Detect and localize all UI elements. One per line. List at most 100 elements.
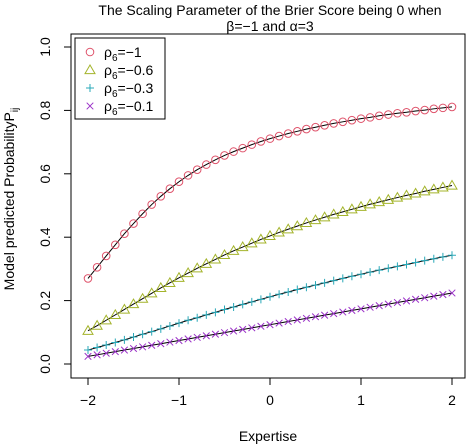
series-3-point <box>93 343 102 352</box>
y-tick-label: 0.0 <box>37 354 53 374</box>
legend-marker-4 <box>86 102 94 110</box>
series-3-point <box>338 274 347 283</box>
x-tick-label: 0 <box>266 392 274 408</box>
series-2-point <box>346 203 358 214</box>
legend-label-3: ρ6=−0.3 <box>104 80 154 100</box>
series-2-point <box>209 253 222 264</box>
legend-symbol: ρ <box>104 44 112 60</box>
series-2-point <box>245 237 258 248</box>
series-4-point <box>430 292 438 300</box>
series-2 <box>82 179 458 335</box>
y-tick-label: 0.2 <box>37 291 53 311</box>
series-2-point <box>446 179 458 190</box>
series-3-point <box>147 327 156 336</box>
series-4-point <box>129 344 138 353</box>
series-3-point <box>175 319 183 328</box>
series-4-point <box>229 327 238 335</box>
legend-value: =−0.6 <box>118 62 154 78</box>
legend-marker-2 <box>84 64 96 75</box>
series-1-point <box>402 108 411 117</box>
series-3-point <box>311 281 320 290</box>
series-2-point <box>364 198 376 209</box>
series-1-point <box>229 147 238 156</box>
series-1-point <box>83 274 93 283</box>
series-2-point <box>91 319 103 330</box>
series-2-point <box>236 241 249 252</box>
series-3-point <box>266 292 274 301</box>
series-1-point <box>384 110 393 119</box>
series-4-point <box>366 303 374 311</box>
series-2-point <box>291 220 304 231</box>
series-1-point <box>129 219 138 228</box>
legend-symbol: ρ <box>104 98 112 114</box>
series-4-point <box>357 305 365 313</box>
series-3-point <box>120 335 129 344</box>
series-3-point <box>238 300 247 309</box>
series-1-line <box>87 106 453 279</box>
legend: ρ6=−1ρ6=−0.6ρ6=−0.3ρ6=−0.1 <box>74 37 166 120</box>
series-4-point <box>411 295 420 303</box>
series-4-point <box>239 325 247 334</box>
series-3-point <box>384 264 393 273</box>
series-3-point <box>275 290 284 299</box>
series-1-point <box>211 155 220 165</box>
series-3-point <box>193 313 202 322</box>
chart-title-line1: The Scaling Parameter of the Brier Score… <box>98 2 441 18</box>
series-2-point <box>200 257 213 268</box>
series-2-point <box>336 205 349 216</box>
series-4-point <box>175 336 183 345</box>
series-1-point <box>293 127 302 136</box>
series-2-point <box>382 193 395 204</box>
series-3-point <box>284 288 293 297</box>
series-4-point <box>393 298 402 307</box>
series-1-point <box>120 229 129 239</box>
legend-label-1: ρ6=−1 <box>104 44 142 64</box>
y-tick-label: 0.8 <box>37 100 53 120</box>
series-1-point <box>393 108 402 118</box>
series-1-point <box>329 119 339 128</box>
series-1-point <box>174 177 184 187</box>
series-4-point <box>148 341 156 349</box>
series-2-point <box>282 223 295 234</box>
series-4-point <box>439 290 447 299</box>
series-2-point <box>418 185 431 196</box>
series-4-point <box>320 311 329 319</box>
series-3-point <box>202 310 211 319</box>
series-1-point <box>165 184 175 193</box>
legend-symbol: ρ <box>104 80 112 96</box>
series-2-point <box>173 271 185 282</box>
legend-symbol: ρ <box>104 62 112 78</box>
series-4-point <box>93 351 101 359</box>
series-1-point <box>447 102 457 112</box>
legend-value: =−0.1 <box>118 98 154 114</box>
series-4-point <box>330 309 338 318</box>
series-3-point <box>184 316 193 325</box>
series-3-point <box>247 297 256 306</box>
y-tick-label: 0.4 <box>37 227 53 247</box>
series-1-point <box>256 137 266 146</box>
series-4-point <box>211 330 220 338</box>
series-2-point <box>427 183 440 194</box>
series-2-point <box>82 324 94 335</box>
series-1-point <box>220 151 229 160</box>
series-2-line <box>87 185 453 332</box>
legend-subscript: 6 <box>112 71 118 82</box>
series-1-point <box>420 105 430 115</box>
series-3-point <box>102 340 111 349</box>
y-axis: 0.0 0.2 0.4 0.6 0.8 1.0 <box>37 37 72 374</box>
y-axis-label-subscript: ij <box>10 108 21 112</box>
series-4-point <box>257 322 265 330</box>
series-4-point <box>248 324 256 332</box>
series-4-point <box>102 349 110 357</box>
series-2-point <box>154 281 167 293</box>
series-1-point <box>320 120 329 130</box>
series-1-point <box>101 251 111 261</box>
series-3-point <box>438 252 447 261</box>
series-3-point <box>256 295 265 304</box>
series-1-point <box>311 122 320 132</box>
series-4-point <box>384 300 392 308</box>
series-4-point <box>111 347 119 356</box>
series-3-point <box>411 258 420 267</box>
series-2-point <box>318 211 331 222</box>
